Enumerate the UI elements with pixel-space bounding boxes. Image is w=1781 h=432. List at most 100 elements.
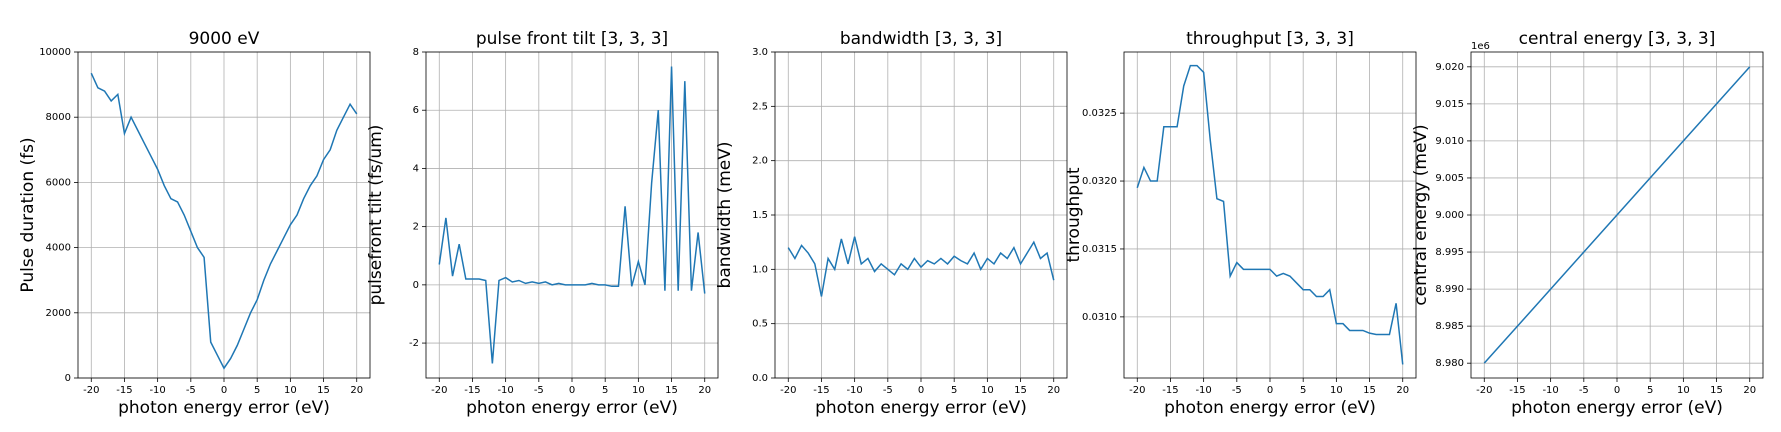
- y-tick-label: 4: [413, 163, 419, 174]
- x-tick-label: -20: [780, 385, 796, 396]
- x-tick-label: 15: [1363, 385, 1376, 396]
- x-tick-label: -10: [149, 385, 165, 396]
- y-tick-label: 0.0315: [1082, 244, 1117, 255]
- y-tick-label: 8000: [46, 112, 71, 123]
- data-line: [1136, 64, 1404, 365]
- x-tick-label: 0: [1267, 385, 1273, 396]
- y-tick-label: 8.980: [1435, 358, 1464, 369]
- y-tick-label: 2: [413, 222, 419, 233]
- y-tick-label: 2000: [46, 308, 71, 319]
- x-tick-label: 0: [569, 385, 575, 396]
- x-tick-label: 20: [350, 385, 363, 396]
- chart-title: throughput [3, 3, 3]: [1186, 29, 1354, 49]
- chart-title: 9000 eV: [189, 29, 260, 49]
- axes-frame: [1470, 51, 1764, 379]
- x-tick-label: 10: [632, 385, 645, 396]
- x-tick-label: -10: [1542, 385, 1558, 396]
- x-tick-label: -5: [883, 385, 893, 396]
- x-tick-label: -20: [1476, 385, 1492, 396]
- y-tick-label: 9.005: [1435, 173, 1464, 184]
- y-tick-label: 8.985: [1435, 321, 1464, 332]
- x-axis-label: photon energy error (eV): [466, 398, 678, 418]
- y-tick-label: 9.000: [1435, 210, 1464, 221]
- x-tick-label: 15: [1710, 385, 1723, 396]
- y-tick-label: 0: [413, 280, 419, 291]
- x-tick-label: 15: [317, 385, 330, 396]
- y-tick-label: 0.0310: [1082, 312, 1117, 323]
- y-tick-label: 8.990: [1435, 284, 1464, 295]
- offset-text: 1e6: [1471, 41, 1490, 52]
- data-line: [787, 236, 1055, 297]
- data-line: [90, 72, 358, 370]
- x-tick-label: -15: [464, 385, 480, 396]
- x-tick-label: 5: [1647, 385, 1653, 396]
- y-tick-label: 0.0325: [1082, 108, 1117, 119]
- x-axis-label: photon energy error (eV): [1164, 398, 1376, 418]
- y-axis-label: pulsefront tilt (fs/um): [366, 125, 386, 306]
- x-tick-label: 20: [698, 385, 711, 396]
- y-tick-label: 6: [413, 105, 419, 116]
- y-tick-label: 10000: [39, 47, 71, 58]
- y-tick-label: 2.0: [752, 156, 768, 167]
- x-tick-label: -5: [186, 385, 196, 396]
- x-tick-label: 20: [1743, 385, 1756, 396]
- data-line: [438, 66, 706, 364]
- x-tick-label: 10: [284, 385, 297, 396]
- y-axis-label: bandwidth (meV): [715, 142, 735, 289]
- y-tick-label: 2.5: [752, 101, 768, 112]
- x-tick-label: 5: [254, 385, 260, 396]
- x-tick-label: 0: [918, 385, 924, 396]
- x-tick-label: -10: [1195, 385, 1211, 396]
- y-tick-label: 8: [413, 47, 419, 58]
- axes-frame: [425, 51, 719, 379]
- y-tick-label: 0.0: [752, 373, 768, 384]
- chart-title: bandwidth [3, 3, 3]: [840, 29, 1002, 49]
- y-tick-label: 0.5: [752, 319, 768, 330]
- x-tick-label: -5: [534, 385, 544, 396]
- x-tick-label: 0: [1614, 385, 1620, 396]
- x-tick-label: 0: [221, 385, 227, 396]
- y-tick-label: 3.0: [752, 47, 768, 58]
- x-tick-label: -20: [83, 385, 99, 396]
- y-axis-label: throughput: [1064, 167, 1084, 262]
- y-axis-label: Pulse duration (fs): [18, 137, 38, 292]
- x-tick-label: -15: [1509, 385, 1525, 396]
- y-tick-label: 0: [65, 373, 71, 384]
- x-tick-label: 5: [1300, 385, 1306, 396]
- x-tick-label: 10: [1330, 385, 1343, 396]
- y-tick-label: 6000: [46, 177, 71, 188]
- x-tick-label: -10: [497, 385, 513, 396]
- x-tick-label: 20: [1047, 385, 1060, 396]
- chart-title: central energy [3, 3, 3]: [1519, 29, 1716, 49]
- y-tick-label: 9.020: [1435, 62, 1464, 73]
- axes-frame: [1123, 51, 1417, 379]
- y-tick-label: 4000: [46, 243, 71, 254]
- x-tick-label: -10: [846, 385, 862, 396]
- y-tick-label: -2: [409, 338, 419, 349]
- x-tick-label: -15: [1162, 385, 1178, 396]
- x-axis-label: photon energy error (eV): [1511, 398, 1723, 418]
- x-tick-label: 10: [981, 385, 994, 396]
- y-tick-label: 9.010: [1435, 136, 1464, 147]
- x-tick-label: 5: [951, 385, 957, 396]
- x-tick-label: 15: [1014, 385, 1027, 396]
- x-tick-label: -20: [431, 385, 447, 396]
- axes-frame: [77, 51, 371, 379]
- x-tick-label: 20: [1396, 385, 1409, 396]
- y-axis-label: central energy (meV): [1411, 124, 1431, 305]
- x-tick-label: -5: [1579, 385, 1589, 396]
- chart-title: pulse front tilt [3, 3, 3]: [476, 29, 668, 49]
- y-tick-label: 9.015: [1435, 99, 1464, 110]
- y-tick-label: 8.995: [1435, 247, 1464, 258]
- x-tick-label: 10: [1677, 385, 1690, 396]
- data-line: [1483, 66, 1751, 364]
- axes-frame: [774, 51, 1068, 379]
- x-tick-label: -15: [813, 385, 829, 396]
- x-tick-label: -15: [116, 385, 132, 396]
- x-tick-label: -20: [1129, 385, 1145, 396]
- y-tick-label: 0.0320: [1082, 176, 1117, 187]
- y-tick-label: 1.0: [752, 264, 768, 275]
- x-axis-label: photon energy error (eV): [118, 398, 330, 418]
- x-tick-label: 15: [665, 385, 678, 396]
